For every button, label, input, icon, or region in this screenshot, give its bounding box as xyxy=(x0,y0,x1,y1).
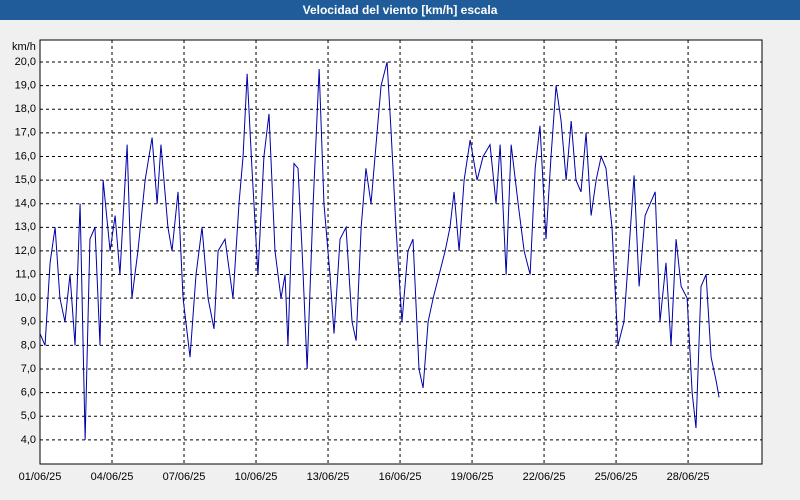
wind-speed-line xyxy=(39,61,720,440)
x-tick-label: 28/06/25 xyxy=(667,471,710,483)
x-tick-label: 16/06/25 xyxy=(379,471,422,483)
title-bar xyxy=(0,0,800,20)
x-tick-label: 04/06/25 xyxy=(91,471,134,483)
plot-border xyxy=(39,39,763,465)
y-tick-label: 7,0 xyxy=(21,363,36,375)
x-tick-label: 13/06/25 xyxy=(307,471,350,483)
y-tick-label: 17,0 xyxy=(15,127,36,139)
x-tick-label: 07/06/25 xyxy=(163,471,206,483)
x-tick-label: 10/06/25 xyxy=(235,471,278,483)
y-tick-label: 11,0 xyxy=(15,268,36,280)
y-tick-label: 18,0 xyxy=(15,103,36,115)
y-tick-label: 13,0 xyxy=(15,221,36,233)
y-tick-label: 8,0 xyxy=(21,339,36,351)
y-tick-label: 15,0 xyxy=(15,174,36,186)
y-tick-label: 5,0 xyxy=(21,410,36,422)
y-tick-label: 10,0 xyxy=(15,292,36,304)
x-tick-label: 22/06/25 xyxy=(523,471,566,483)
x-tick-label: 25/06/25 xyxy=(595,471,638,483)
y-axis-label: km/h xyxy=(12,41,36,53)
y-tick-label: 4,0 xyxy=(21,434,36,446)
x-tick-label: 19/06/25 xyxy=(451,471,494,483)
y-tick-label: 20,0 xyxy=(15,56,36,68)
y-tick-label: 6,0 xyxy=(21,387,36,399)
y-tick-label: 19,0 xyxy=(15,79,36,91)
y-tick-label: 12,0 xyxy=(15,245,36,257)
chart-title: Velocidad del viento [km/h] escala xyxy=(303,3,498,17)
y-tick-label: 9,0 xyxy=(21,316,36,328)
x-tick-label: 01/06/25 xyxy=(19,471,62,483)
y-tick-label: 16,0 xyxy=(15,150,36,162)
plot-area xyxy=(40,40,762,464)
y-tick-label: 14,0 xyxy=(15,198,36,210)
